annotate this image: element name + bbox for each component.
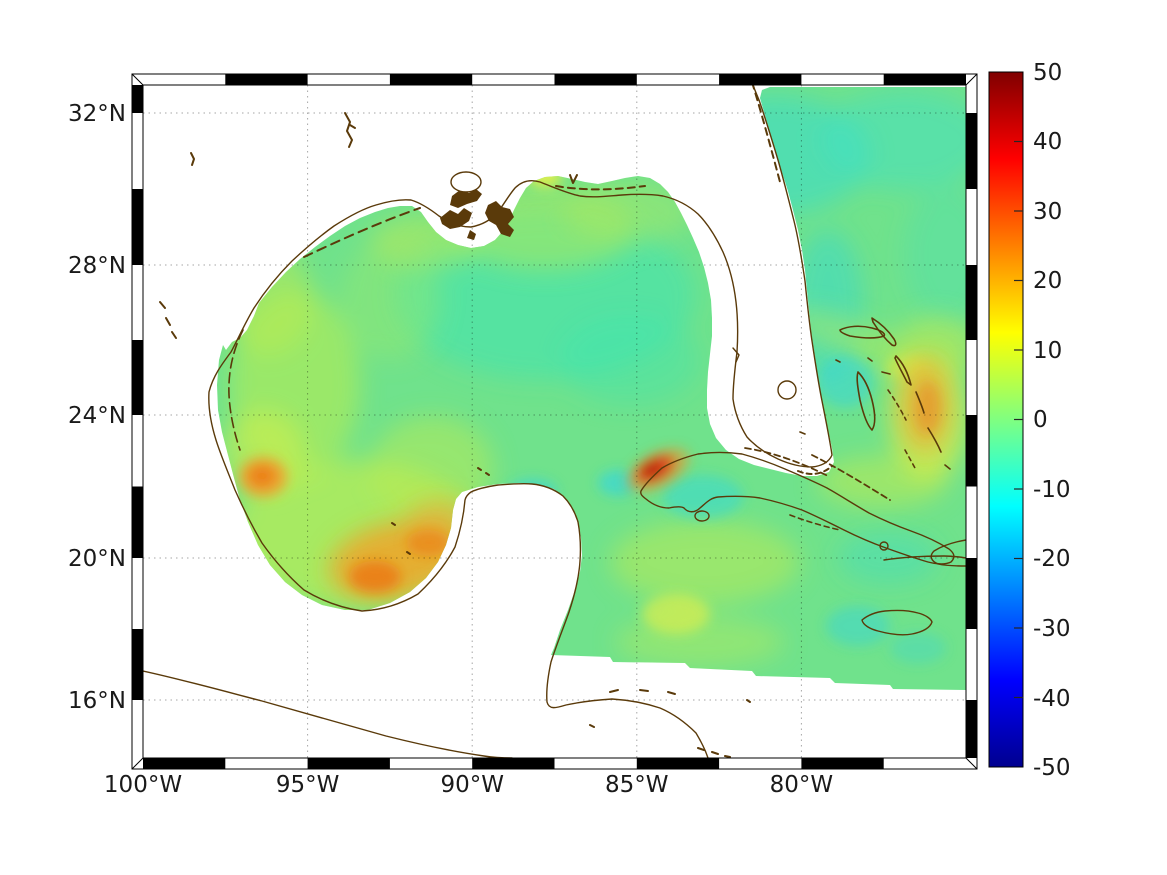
mainland-coastline bbox=[208, 85, 833, 758]
toledo-bend-lake bbox=[344, 112, 356, 148]
coastlines bbox=[143, 85, 966, 758]
tortuga-island bbox=[879, 541, 889, 551]
lake-pontchartrain bbox=[450, 171, 482, 193]
longitude-axis-labels: 100°W 95°W 90°W 85°W 80°W bbox=[104, 772, 833, 798]
cb-label-40: 40 bbox=[1033, 129, 1062, 155]
cb-label-neg40: -40 bbox=[1033, 686, 1071, 712]
cuba-north-keys bbox=[744, 447, 829, 477]
lat-tick-28n: 28°N bbox=[68, 253, 126, 279]
lat-tick-16n: 16°N bbox=[68, 688, 126, 714]
lat-tick-32n: 32°N bbox=[68, 101, 126, 127]
lake-okeechobee bbox=[777, 380, 797, 400]
tampa-bay bbox=[732, 347, 740, 363]
hispaniola-coastline bbox=[930, 539, 966, 567]
colorbar-tick-labels: 50 40 30 20 10 0 -10 -20 -30 -40 -50 bbox=[1033, 60, 1071, 781]
mexico-inland-marks bbox=[159, 301, 177, 339]
georgia-barriers bbox=[751, 85, 781, 183]
lon-tick-85w: 85°W bbox=[605, 772, 669, 798]
hispaniola-north-peninsula bbox=[883, 555, 966, 561]
latitude-axis-labels: 32°N 28°N 24°N 20°N 16°N bbox=[68, 101, 126, 714]
cb-label-30: 30 bbox=[1033, 199, 1062, 225]
lon-tick-95w: 95°W bbox=[276, 772, 340, 798]
small-islands bbox=[391, 174, 751, 758]
texas-barrier-islands bbox=[303, 207, 421, 258]
florida-keys bbox=[797, 465, 833, 475]
frame-bottom-band bbox=[143, 758, 884, 769]
colorbar-ticks bbox=[1014, 140, 1023, 699]
colorbar: 50 40 30 20 10 0 -10 -20 -30 -40 -50 bbox=[988, 60, 1071, 781]
jardines-keys bbox=[789, 514, 841, 531]
cb-label-20: 20 bbox=[1033, 268, 1062, 294]
pacific-coastline bbox=[143, 670, 513, 758]
graticule bbox=[143, 85, 966, 758]
sabana-camaguey-keys bbox=[811, 454, 891, 501]
frame-left-band bbox=[132, 85, 143, 700]
lat-tick-24n: 24°N bbox=[68, 403, 126, 429]
texas-lake bbox=[190, 152, 195, 166]
cb-label-neg20: -20 bbox=[1033, 546, 1071, 572]
cb-label-0: 0 bbox=[1033, 407, 1048, 433]
isla-juventud bbox=[694, 510, 710, 522]
bahamas-islands bbox=[799, 317, 951, 470]
cb-label-50: 50 bbox=[1033, 60, 1062, 86]
lon-tick-80w: 80°W bbox=[770, 772, 834, 798]
cb-label-neg30: -30 bbox=[1033, 616, 1071, 642]
lon-tick-90w: 90°W bbox=[440, 772, 504, 798]
cb-label-neg10: -10 bbox=[1033, 477, 1071, 503]
laguna-madre-barrier bbox=[228, 329, 244, 451]
mississippi-delta bbox=[440, 189, 514, 240]
frame-right-band bbox=[966, 113, 977, 758]
cb-label-10: 10 bbox=[1033, 338, 1062, 364]
jamaica-coastline bbox=[861, 609, 933, 636]
cuba-coastline bbox=[640, 451, 955, 565]
lon-tick-100w: 100°W bbox=[104, 772, 182, 798]
frame-top-band bbox=[225, 74, 966, 85]
cb-label-neg50: -50 bbox=[1033, 755, 1071, 781]
map-frame bbox=[131, 73, 978, 770]
lat-tick-20n: 20°N bbox=[68, 546, 126, 572]
